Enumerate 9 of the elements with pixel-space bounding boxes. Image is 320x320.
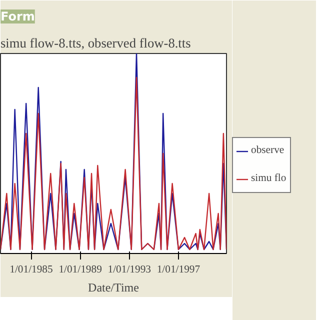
x-tick-label: 1/01/1989 (58, 264, 102, 276)
x-tick-label: 1/01/1993 (108, 264, 151, 276)
x-tick-label: 1/01/1985 (10, 264, 53, 276)
text: Form (0, 10, 35, 24)
x-axis-title: Date/Time (88, 280, 139, 294)
legend-label: observe (251, 145, 286, 156)
chart-title: simu flow-8.tts, observed flow-8.tts (0, 36, 191, 50)
legend-label: simu flo (251, 173, 287, 184)
x-tick-label: 1/01/1997 (156, 264, 201, 276)
